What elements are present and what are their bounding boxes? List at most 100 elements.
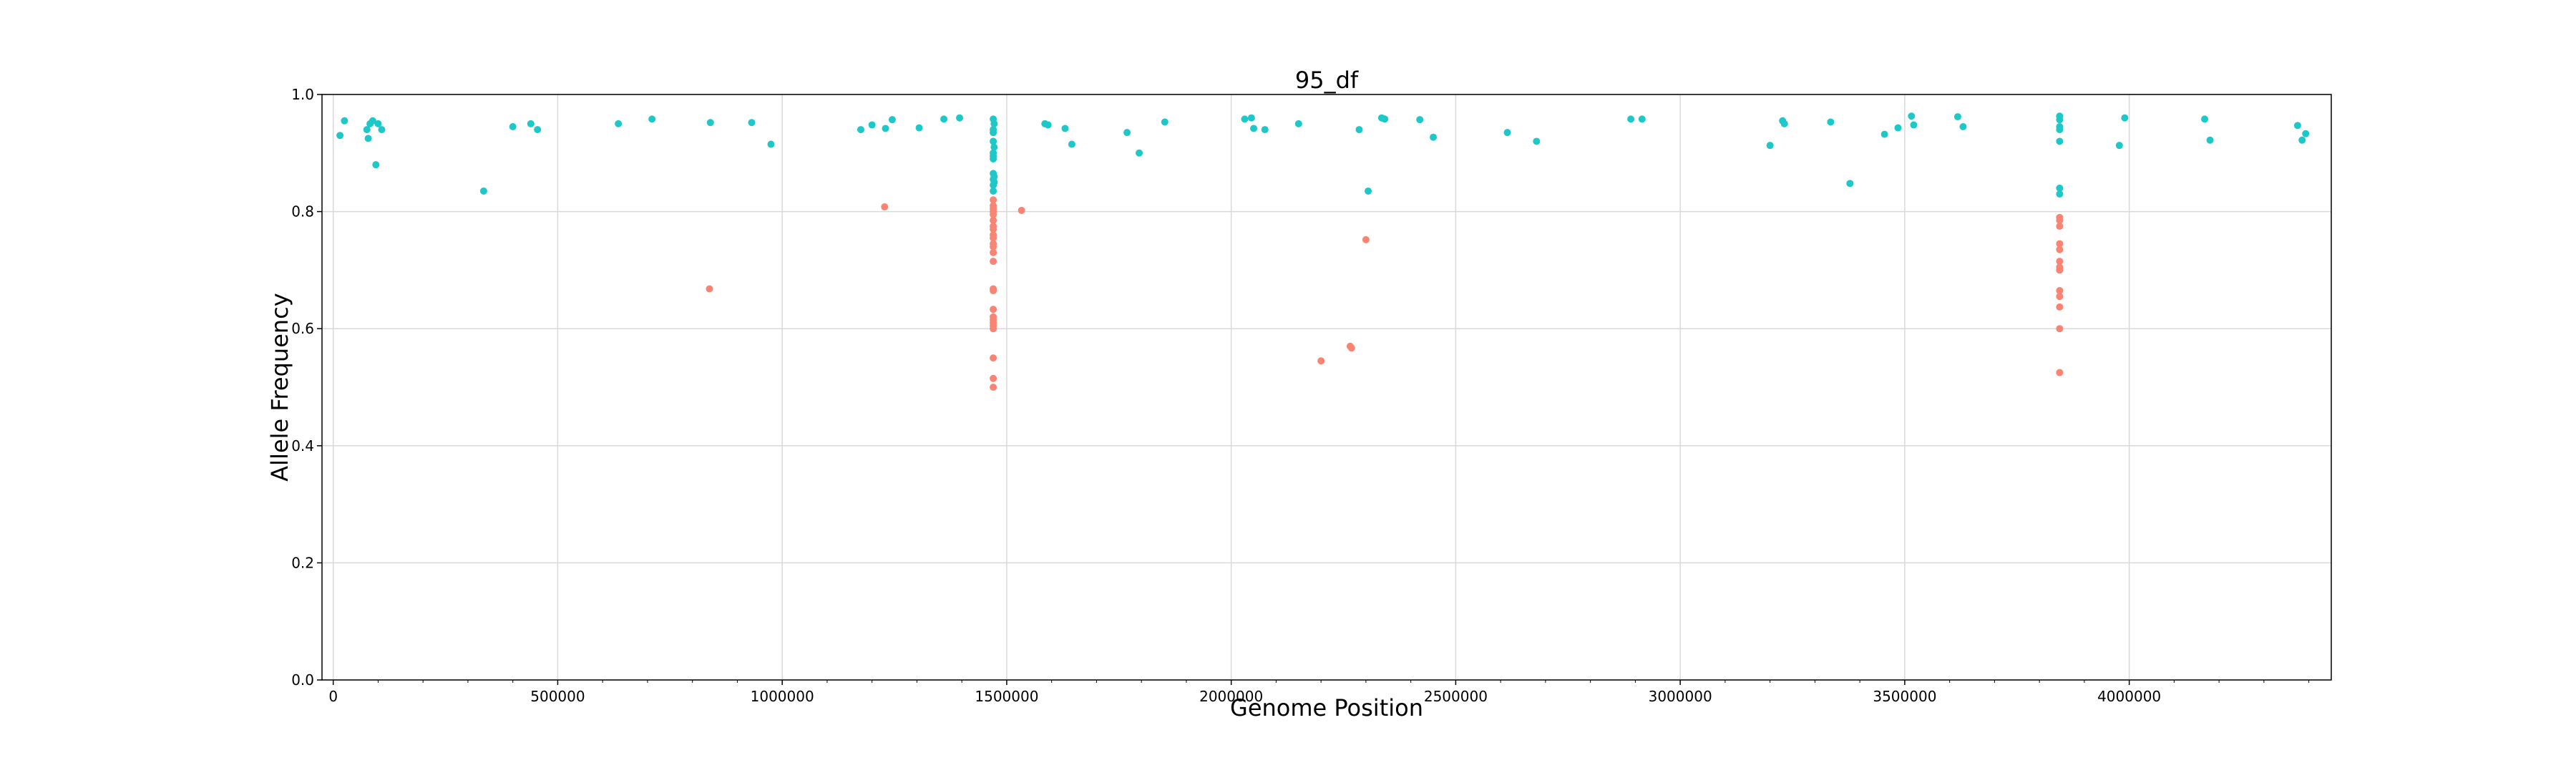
x-axis-ticks: 0 500000 1000000 1500000 2000000 2500000 30000… [328, 680, 2310, 705]
x-tick-label: 4000000 [2097, 688, 2161, 705]
data-point [2056, 293, 2064, 301]
data-point [1018, 206, 1025, 214]
data-point [2056, 184, 2064, 192]
data-point [990, 172, 998, 180]
data-point [990, 306, 997, 313]
data-point [1347, 344, 1355, 352]
data-point [1068, 140, 1075, 148]
data-point [1123, 129, 1131, 137]
data-point [2056, 369, 2064, 376]
data-point [2056, 190, 2064, 198]
data-point [479, 187, 487, 195]
data-point [1365, 187, 1372, 195]
data-point [706, 119, 714, 127]
data-point [1533, 137, 1541, 145]
data-point [1061, 125, 1069, 132]
data-point [990, 354, 997, 362]
y-axis-label: Allele Frequency [266, 293, 293, 481]
data-point [990, 155, 997, 162]
data-point [990, 196, 997, 204]
data-point [1136, 149, 1143, 157]
y-tick-label: 1.0 [291, 86, 314, 103]
data-point [1766, 142, 1774, 150]
data-point [2206, 136, 2214, 144]
data-point [1827, 118, 1835, 126]
x-tick-label: 2500000 [1424, 688, 1488, 705]
y-tick-label: 0.0 [291, 671, 314, 689]
data-point [1908, 112, 1916, 120]
data-point [363, 126, 371, 134]
data-point [990, 287, 997, 295]
data-points [336, 112, 2310, 391]
x-tick-label: 3000000 [1649, 688, 1712, 705]
plot-frame [321, 94, 2332, 681]
x-tick-label: 500000 [530, 688, 585, 705]
data-point [915, 124, 923, 132]
data-point [990, 120, 998, 127]
data-point [2056, 126, 2064, 134]
data-point [1846, 180, 1854, 188]
data-point [1044, 121, 1052, 129]
data-point [341, 117, 348, 125]
data-point [615, 120, 623, 127]
data-point [2056, 116, 2064, 124]
x-tick-label: 3500000 [1873, 688, 1936, 705]
x-tick-label: 1000000 [751, 688, 814, 705]
data-point [1161, 118, 1169, 126]
data-point [364, 135, 372, 142]
data-point [1241, 115, 1249, 123]
chart-title: 95_df [1295, 67, 1359, 94]
data-point [1416, 116, 1424, 124]
data-point [1953, 113, 1961, 121]
data-point [990, 137, 997, 145]
data-point [509, 122, 517, 130]
data-point [2056, 245, 2064, 253]
data-point [857, 126, 864, 134]
data-point [990, 243, 997, 251]
data-point [748, 119, 756, 127]
data-point [990, 143, 998, 151]
data-point [1959, 122, 1967, 130]
data-point [990, 374, 997, 382]
data-point [1910, 121, 1918, 129]
data-point [1894, 124, 1902, 132]
data-point [990, 210, 997, 218]
data-point [1317, 357, 1325, 365]
data-point [990, 258, 997, 266]
data-point [1503, 129, 1511, 137]
data-point [1261, 126, 1269, 134]
data-point [2115, 142, 2123, 150]
data-point [2056, 223, 2064, 230]
data-point [990, 225, 997, 233]
data-point [990, 216, 997, 224]
data-point [1880, 130, 1888, 138]
data-point [1780, 120, 1788, 127]
data-point [2201, 115, 2209, 123]
data-point [881, 203, 889, 211]
data-point [369, 117, 376, 125]
data-point [527, 120, 535, 127]
data-point [888, 116, 896, 124]
data-point [990, 178, 998, 186]
data-point [2056, 266, 2064, 274]
data-point [1638, 115, 1646, 123]
data-point [534, 126, 542, 134]
data-point [1250, 125, 1258, 132]
x-tick-label: 1500000 [975, 688, 1038, 705]
data-point [1627, 115, 1635, 123]
x-tick-label: 2000000 [1199, 688, 1263, 705]
data-point [2056, 216, 2064, 224]
y-tick-label: 0.2 [291, 554, 314, 571]
data-point [374, 120, 382, 127]
data-point [940, 115, 948, 123]
data-point [2121, 114, 2129, 122]
data-point [767, 140, 775, 148]
x-axis-label: Genome Position [1230, 694, 1423, 721]
y-tick-label: 0.8 [291, 203, 314, 220]
data-point [2056, 240, 2064, 248]
data-point [2056, 287, 2064, 295]
data-point [648, 115, 656, 123]
data-point [990, 129, 997, 137]
data-point [378, 126, 386, 134]
data-point [956, 114, 964, 122]
